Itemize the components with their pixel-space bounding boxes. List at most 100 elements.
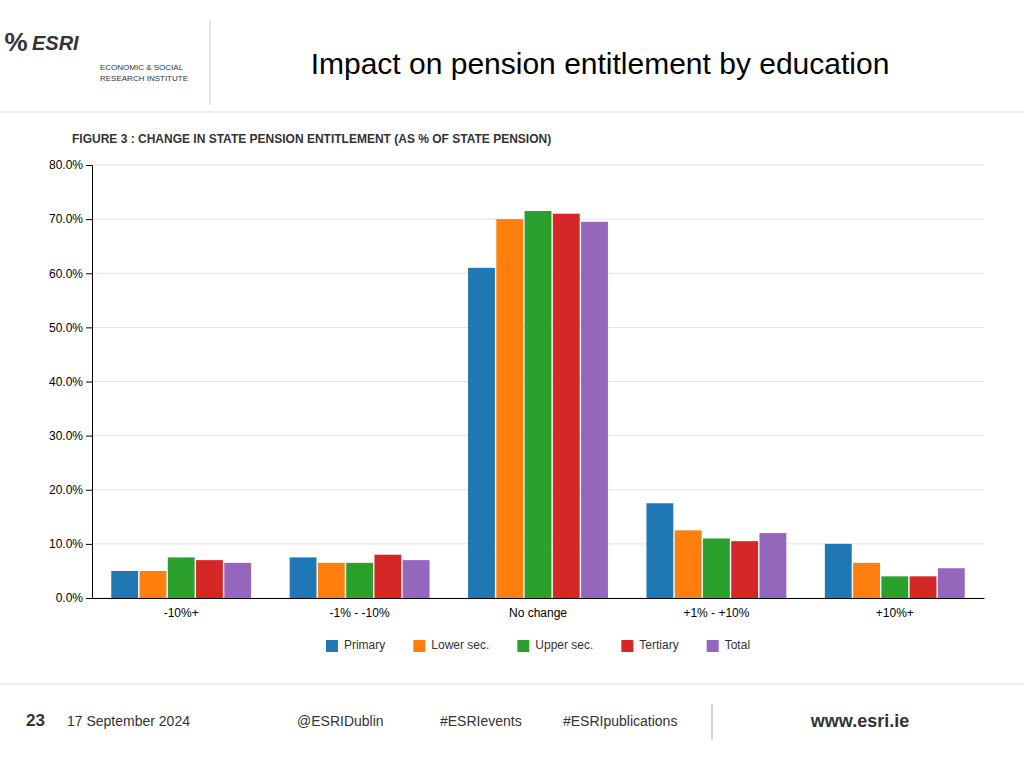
logo-subtitle: ECONOMIC & SOCIAL [100,63,184,72]
bar [581,222,608,598]
tick-label: +1% - +10% [683,606,749,620]
series [140,219,880,598]
tick: 10.0% [49,537,92,551]
bar [196,560,223,598]
tick: 70.0% [49,212,92,226]
legend-item: Total [707,638,750,652]
logo: ESRI [32,32,79,54]
legend-swatch [621,640,633,652]
tick-label: -1% - -10% [330,606,390,620]
tick-mark [86,436,92,437]
bar [525,211,552,598]
bar [346,563,373,598]
bar [825,544,852,598]
tick-label: No change [509,606,567,620]
tick-label: 50.0% [49,321,83,335]
website: www.esri.ie [810,711,909,731]
tick-mark [86,598,92,599]
legend-label: Upper sec. [535,638,593,652]
tick-mark [86,382,92,383]
bar [496,219,523,598]
bar [111,571,138,598]
bars [111,211,964,598]
bar [759,533,786,598]
bar [703,538,730,598]
tick: 40.0% [49,375,92,389]
header-separator [210,20,211,105]
axis-line [93,598,985,599]
social-handle: @ESRIDublin [297,713,384,729]
tick-mark [86,165,92,166]
tick-mark [86,544,92,545]
bar [168,557,195,598]
bar [290,557,317,598]
tick-label: 20.0% [49,483,83,497]
tick-label: 40.0% [49,375,83,389]
axis-line [86,166,93,599]
tick-label: 10.0% [49,537,83,551]
header: %ESRI ECONOMIC & SOCIAL RESEARCH INSTITUTE… [0,20,1024,112]
tick-mark [86,273,92,274]
series [111,268,851,598]
legend-swatch [326,640,338,652]
tick-mark [86,219,92,220]
tick: 0.0% [56,591,92,605]
logo-subtitle: RESEARCH INSTITUTE [100,74,188,83]
bar [224,563,251,598]
page: %ESRI ECONOMIC & SOCIAL RESEARCH INSTITUTE… [0,0,1024,768]
tick-label: 60.0% [49,267,83,281]
plot: 0.0% 10.0% 20.0% 30.0% 40.0% 50.0% 60.0% 70.0% 8… [49,158,985,619]
bar [140,571,167,598]
footer-separator [712,704,713,740]
tick-mark [86,327,92,328]
tick-label: 0.0% [56,591,84,605]
date: 17 September 2024 [67,713,190,729]
bar [938,568,965,598]
bar [374,555,401,598]
legend-swatch [517,640,529,652]
tick: +10%+ [876,606,914,620]
slide-number: 23 [26,711,45,730]
social-handle: #ESRIevents [440,713,522,729]
x-axis: -10%+ -1% - -10% No change +1% - +10% +10%+ [93,599,985,620]
series [224,222,964,598]
legend: Primary Lower sec. Upper sec. Tertiary Total [326,638,750,652]
grid-line [92,165,984,166]
title: Impact on pension entitlement by educati… [311,47,890,80]
legend-label: Lower sec. [431,638,489,652]
tick: No change [509,606,567,620]
bar [318,563,345,598]
social-handle: #ESRIpublications [563,713,677,729]
bar [646,503,673,598]
legend-label: Primary [344,638,385,652]
bar [881,576,908,598]
tick-label: +10%+ [876,606,914,620]
bar [853,563,880,598]
bar [910,576,937,598]
legend-swatch [413,640,425,652]
header-rule [0,112,1024,113]
tick: 50.0% [49,321,92,335]
tick: -1% - -10% [330,606,390,620]
tick-label: 30.0% [49,429,83,443]
legend-label: Tertiary [639,638,678,652]
tick-label: 80.0% [49,158,83,172]
bar [731,541,758,598]
subtitle: FIGURE 3 : CHANGE IN STATE PENSION ENTIT… [72,132,551,146]
tick: +1% - +10% [683,606,749,620]
tick: -10%+ [164,606,199,620]
tick-label: -10%+ [164,606,199,620]
tick-label: 70.0% [49,212,83,226]
grid [92,165,984,598]
bar [468,268,495,598]
legend-item: Lower sec. [413,638,489,652]
legend-swatch [707,640,719,652]
tick: 80.0% [49,158,92,172]
tick: 20.0% [49,483,92,497]
tick: 60.0% [49,267,92,281]
footer: 23 17 September 2024 @ESRIDublin #ESRIevent… [0,684,1024,740]
logo-symbol: % [4,27,27,57]
legend-label: Total [725,638,750,652]
series [196,214,936,598]
series [168,211,908,598]
